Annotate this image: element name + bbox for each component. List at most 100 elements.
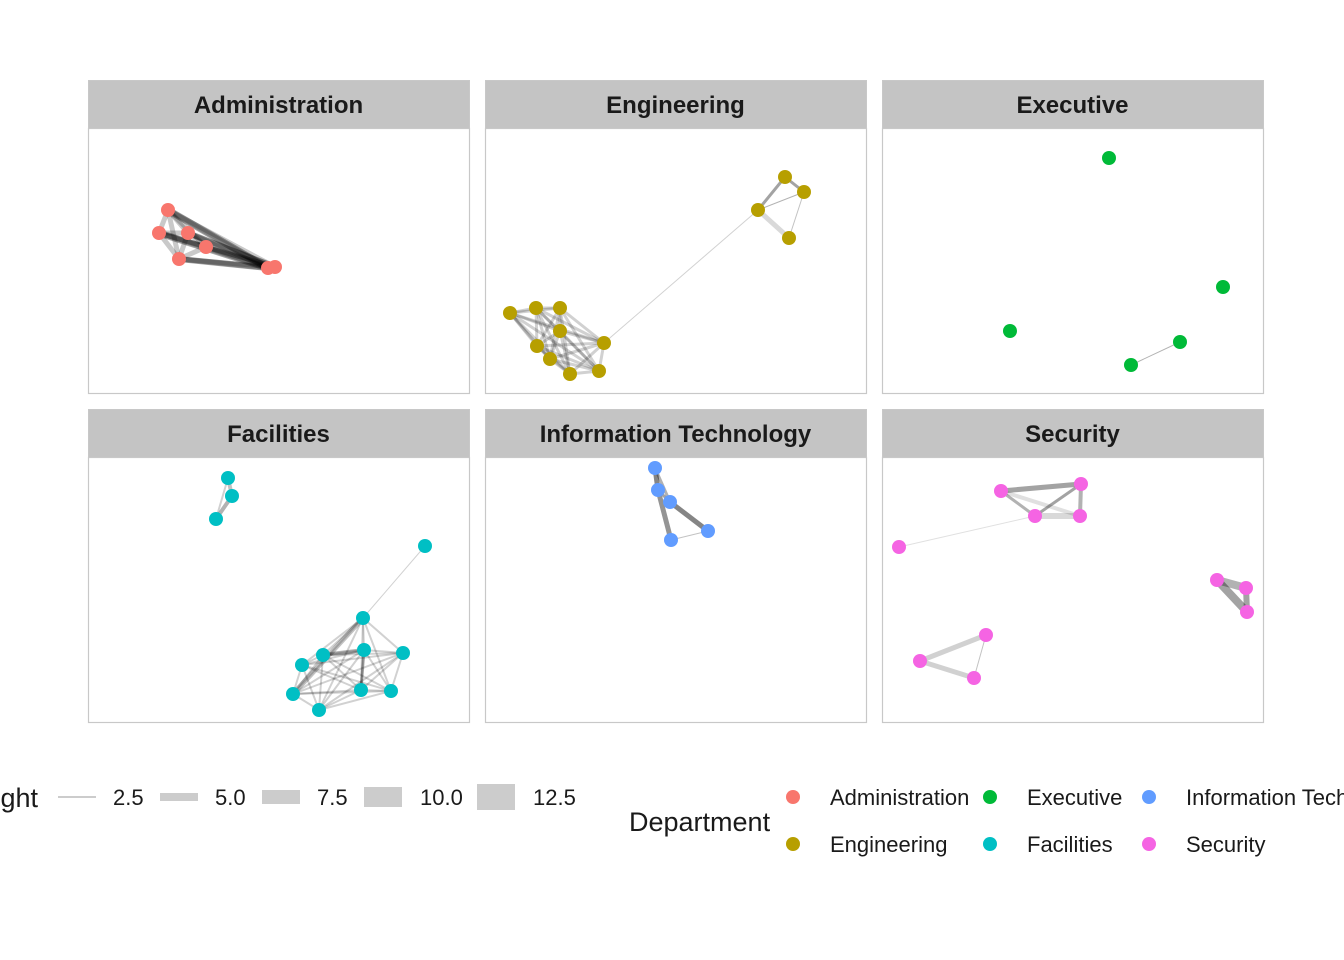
node [529,301,543,315]
node [778,170,792,184]
weight-legend-key [160,793,198,801]
node [1239,581,1253,595]
node [797,185,811,199]
department-legend-title: Department [629,807,771,837]
edge [165,207,278,270]
department-legend-key [983,837,997,851]
node [396,646,410,660]
edge [548,341,606,361]
edge [322,617,364,656]
edge [535,306,562,348]
edge [318,690,392,711]
edge [1033,482,1083,518]
edge [322,654,362,691]
edge [655,487,674,543]
weight-legend-key [364,787,402,807]
edge [917,658,977,681]
edge [363,649,392,692]
node [354,683,368,697]
edge [362,617,404,654]
facet-strip [88,409,470,458]
panel-background [484,456,868,724]
department-legend-key [786,790,800,804]
node [418,539,432,553]
facet-panel-engineering: Engineering [484,80,868,395]
edge [558,329,572,376]
facet-panel-information-technology: Information Technology [484,409,868,724]
edge [508,311,539,348]
edge [301,664,362,691]
edge [156,230,271,271]
edge [156,230,278,270]
node [1074,477,1088,491]
department-legend-key [1142,790,1156,804]
edge [534,306,601,373]
weight-legend-label: 10.0 [420,785,463,810]
edge [155,229,272,272]
edge [318,689,362,711]
node [1124,358,1138,372]
node [199,240,213,254]
facet-title: Security [1025,421,1120,448]
edge [757,191,805,211]
edge [362,545,426,619]
edge [301,652,404,666]
node [979,628,993,642]
node [664,533,678,547]
edge [558,329,606,345]
weight-legend-title: weight [0,783,38,813]
department-legend-label: Information Technology [1186,785,1344,810]
edge [203,244,271,271]
node [152,226,166,240]
node [161,203,175,217]
edge [568,341,606,376]
node [1173,335,1187,349]
edge [292,649,365,695]
weight-legend-label: 7.5 [317,785,348,810]
node [384,684,398,698]
edge [176,256,271,271]
node [701,524,715,538]
edge [558,306,572,376]
edge [973,634,987,679]
facet-title: Executive [1016,92,1128,119]
panel-background [881,127,1265,395]
edge [185,230,278,270]
edge [292,652,404,695]
node [648,461,662,475]
node [1073,509,1087,523]
weight-legend-label: 5.0 [215,785,246,810]
node [663,495,677,509]
edge [318,654,324,711]
node [357,643,371,657]
edge [156,230,209,250]
node [316,648,330,662]
facet-panel-executive: Executive [881,80,1265,395]
node [553,324,567,338]
edge [301,649,365,666]
edge [535,344,601,373]
node [295,658,309,672]
department-legend-label: Facilities [1027,832,1113,857]
edge [508,311,562,333]
node [994,484,1008,498]
edge [1130,341,1181,366]
facet-strip [485,409,867,458]
edge [292,690,392,695]
panel-background [87,127,471,395]
edge [165,207,182,262]
node [172,252,186,266]
panel-background [881,456,1265,724]
edge [165,207,271,271]
facet-strip [882,80,1264,129]
facet-strip [882,409,1264,458]
node [503,306,517,320]
edge [176,256,271,271]
node [225,489,239,503]
node [543,352,557,366]
edge [667,499,711,534]
edge [164,206,272,272]
edge [360,652,404,691]
facet-panel-facilities: Facilities [87,409,471,724]
